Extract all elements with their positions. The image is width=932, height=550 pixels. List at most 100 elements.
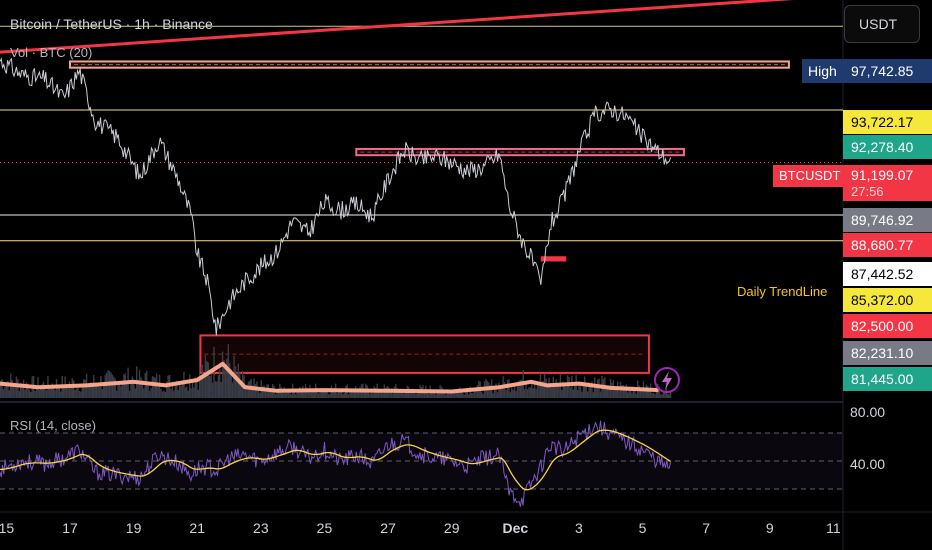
volume-bar xyxy=(392,393,394,398)
volume-bar xyxy=(571,375,573,398)
volume-bar xyxy=(614,387,616,398)
volume-bar xyxy=(377,391,380,398)
volume-bar xyxy=(289,391,291,398)
volume-bar xyxy=(565,387,567,398)
volume-bar xyxy=(585,385,587,398)
volume-bar xyxy=(428,394,430,398)
volume-bar xyxy=(606,388,609,398)
volume-bar xyxy=(287,388,290,398)
volume-bar xyxy=(508,379,510,398)
volume-bar xyxy=(552,376,554,398)
volume-bar xyxy=(492,393,494,398)
volume-bar xyxy=(101,389,104,398)
volume-bar xyxy=(68,381,71,398)
volume-bar xyxy=(652,392,655,398)
volume-pane xyxy=(0,344,672,398)
volume-bar xyxy=(154,377,157,398)
volume-bar xyxy=(644,390,646,398)
volume-bar xyxy=(532,388,534,398)
volume-bar xyxy=(240,380,242,398)
volume-bar xyxy=(196,378,198,398)
volume-bar xyxy=(628,387,630,398)
rsi-ma-line xyxy=(0,429,671,491)
volume-bar xyxy=(317,393,320,398)
volume-bar xyxy=(190,388,192,398)
volume-bar xyxy=(498,382,500,398)
volume-indicator-label: Vol · BTC (20) xyxy=(10,45,93,60)
volume-bar xyxy=(50,388,52,398)
zone-1 xyxy=(355,147,685,157)
volume-bar xyxy=(465,388,467,398)
volume-bar xyxy=(193,387,195,398)
volume-bar xyxy=(519,379,522,398)
volume-bar xyxy=(183,371,185,398)
volume-bar xyxy=(329,393,331,398)
volume-bar xyxy=(0,380,2,398)
volume-bar xyxy=(307,389,310,398)
volume-bar xyxy=(316,387,318,398)
volume-bar xyxy=(526,389,529,398)
volume-bar xyxy=(658,386,660,398)
volume-bar xyxy=(120,386,122,398)
volume-bar xyxy=(525,382,527,398)
volume-bar xyxy=(562,381,564,398)
volume-bar xyxy=(153,376,155,398)
volume-bar xyxy=(166,381,168,398)
volume-bar xyxy=(506,379,509,398)
volume-bar xyxy=(551,387,553,398)
volume-bar xyxy=(541,381,543,398)
price-line xyxy=(0,57,672,336)
volume-bar xyxy=(150,388,152,398)
volume-bar xyxy=(247,381,250,398)
volume-bar xyxy=(349,388,351,398)
volume-bar xyxy=(511,387,513,398)
volume-bar xyxy=(71,378,73,398)
volume-bar xyxy=(475,388,477,398)
volume-bar xyxy=(339,391,341,398)
rsi-tick: 80.00 xyxy=(850,404,886,420)
volume-bar xyxy=(251,385,254,398)
volume-bar xyxy=(140,377,142,398)
volume-bar xyxy=(463,394,466,398)
volume-bar xyxy=(347,394,350,398)
volume-bar xyxy=(277,389,280,398)
volume-bar xyxy=(528,387,530,398)
volume-bar xyxy=(164,391,167,398)
volume-bar xyxy=(111,374,114,398)
zones xyxy=(68,60,790,374)
volume-bar xyxy=(553,387,556,398)
volume-bar xyxy=(611,382,613,398)
volume-bar xyxy=(589,383,592,398)
lightning-icon[interactable] xyxy=(654,367,680,393)
rsi-line xyxy=(0,420,672,507)
volume-bar xyxy=(75,388,78,398)
volume-bar xyxy=(114,378,116,398)
volume-bar xyxy=(468,394,470,398)
volume-bar xyxy=(144,372,146,398)
volume-bar xyxy=(147,385,149,398)
volume-bar xyxy=(27,383,29,398)
volume-bar xyxy=(176,380,178,398)
volume-bar xyxy=(41,383,43,398)
volume-bar xyxy=(263,385,265,398)
volume-bar xyxy=(564,383,566,398)
volume-bar xyxy=(91,383,94,398)
volume-bar xyxy=(22,379,25,398)
volume-bar xyxy=(51,383,53,398)
volume-bar xyxy=(28,389,31,398)
volume-bar xyxy=(259,392,261,398)
volume-bar xyxy=(518,380,520,398)
volume-bar xyxy=(423,390,426,398)
volume-bar xyxy=(299,386,301,398)
volume-bar xyxy=(402,388,404,398)
volume-bar xyxy=(333,387,335,398)
volume-bar xyxy=(470,393,473,398)
volume-bar xyxy=(621,385,623,398)
volume-bar xyxy=(94,382,96,398)
volume-bar xyxy=(12,383,15,398)
currency-selector[interactable]: USDT xyxy=(844,5,920,43)
price-tag: 81,445.00 xyxy=(843,367,932,391)
volume-bar xyxy=(130,381,132,398)
volume-bar xyxy=(18,390,21,398)
